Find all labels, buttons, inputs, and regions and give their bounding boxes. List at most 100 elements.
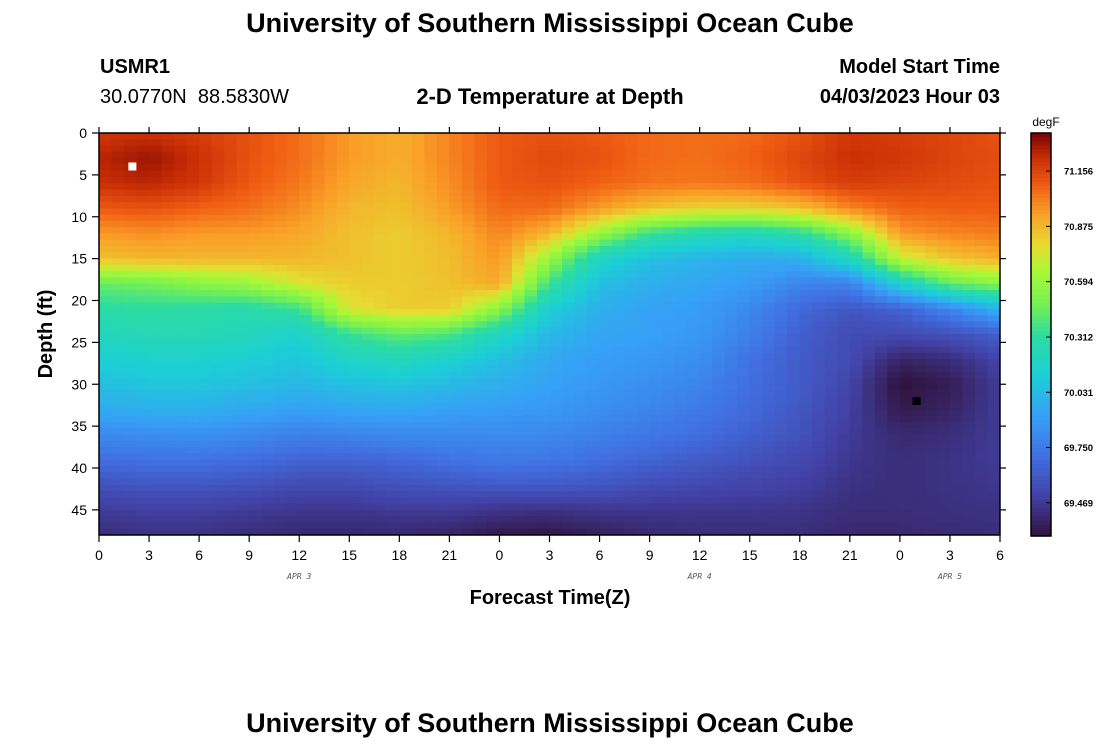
heatmap-cell [949, 390, 964, 398]
heatmap-cell [674, 472, 688, 480]
heatmap-cell [424, 509, 438, 517]
heatmap-cell [949, 509, 964, 517]
heatmap-cell [299, 151, 313, 159]
heatmap-cell [161, 302, 175, 310]
heatmap-cell [511, 359, 526, 367]
heatmap-cell [361, 340, 375, 348]
heatmap-cell [524, 321, 538, 329]
heatmap-cell [862, 315, 876, 323]
heatmap-cell [637, 271, 651, 279]
heatmap-cell [449, 459, 463, 467]
heatmap-cell [361, 453, 375, 461]
heatmap-cell [724, 509, 738, 517]
heatmap-cell [299, 371, 313, 379]
heatmap-cell [637, 447, 651, 454]
heatmap-cell [899, 233, 913, 241]
heatmap-cell [649, 246, 663, 253]
heatmap-cell [974, 233, 989, 241]
heatmap-cell [762, 509, 776, 517]
heatmap-cell [424, 503, 438, 511]
heatmap-cell [286, 346, 300, 354]
heatmap-cell [261, 390, 275, 398]
heatmap-cell [799, 283, 813, 291]
heatmap-cell [649, 258, 663, 266]
heatmap-cell [399, 208, 413, 216]
heatmap-cell [436, 365, 450, 373]
heatmap-cell [449, 509, 463, 517]
heatmap-cell [349, 296, 363, 304]
heatmap-cell [161, 509, 175, 517]
heatmap-cell [474, 214, 488, 222]
heatmap-cell [111, 434, 125, 442]
heatmap-cell [399, 315, 413, 323]
heatmap-cell [199, 447, 213, 454]
heatmap-cell [737, 258, 751, 266]
heatmap-cell [136, 214, 150, 222]
heatmap-cell [111, 478, 125, 486]
heatmap-cell [186, 239, 200, 247]
heatmap-cell [161, 296, 175, 304]
heatmap-cell [249, 296, 263, 304]
heatmap-cell [662, 509, 676, 517]
heatmap-cell [637, 440, 651, 448]
heatmap-cell [837, 447, 851, 454]
heatmap-cell [99, 472, 113, 480]
heatmap-cell [261, 227, 275, 235]
heatmap-cell [687, 352, 701, 360]
heatmap-cell [962, 321, 976, 329]
heatmap-cell [361, 321, 375, 329]
heatmap-cell [699, 170, 713, 178]
heatmap-cell [374, 365, 388, 373]
heatmap-cell [424, 214, 438, 222]
heatmap-cell [349, 434, 363, 442]
colorbar-segment [1031, 217, 1051, 223]
heatmap-cell [136, 189, 150, 197]
heatmap-cell [812, 170, 826, 178]
heatmap-cell [812, 365, 826, 373]
heatmap-cell [787, 478, 801, 486]
heatmap-cell [386, 189, 400, 197]
heatmap-cell [174, 296, 188, 304]
heatmap-cell [799, 390, 813, 398]
heatmap-cell [962, 384, 976, 392]
heatmap-cell [274, 315, 288, 323]
heatmap-cell [837, 302, 851, 310]
heatmap-cell [174, 145, 188, 153]
heatmap-cell [511, 447, 526, 454]
heatmap-cell [449, 359, 463, 367]
heatmap-cell [849, 252, 863, 260]
colorbar-segment [1031, 173, 1051, 178]
heatmap-cell [849, 390, 863, 398]
heatmap-cell [962, 371, 976, 379]
heatmap-cell [562, 239, 576, 247]
heatmap-cell [762, 258, 776, 266]
heatmap-cell [261, 189, 275, 197]
heatmap-cell [624, 315, 638, 323]
heatmap-cell [687, 308, 701, 316]
heatmap-cell [136, 434, 150, 442]
heatmap-cell [949, 415, 964, 423]
heatmap-cell [211, 384, 225, 392]
heatmap-cell [236, 258, 250, 266]
heatmap-cell [924, 183, 939, 191]
heatmap-cell [124, 459, 138, 467]
heatmap-cell [924, 176, 939, 184]
heatmap-cell [349, 340, 363, 348]
heatmap-cell [161, 277, 175, 285]
heatmap-cell [699, 497, 713, 505]
heatmap-cell [324, 359, 338, 367]
heatmap-cell [249, 384, 263, 392]
heatmap-cell [486, 214, 501, 222]
heatmap-cell [799, 465, 813, 473]
heatmap-cell [374, 403, 388, 410]
colorbar-segment [1031, 149, 1051, 154]
heatmap-cell [174, 377, 188, 385]
heatmap-cell [349, 447, 363, 454]
colorbar-segment [1031, 503, 1051, 509]
heatmap-cell [599, 516, 613, 524]
heatmap-cell [949, 170, 964, 178]
heatmap-cell [536, 158, 551, 166]
heatmap-cell [874, 503, 888, 511]
heatmap-cell [174, 484, 188, 492]
heatmap-cell [249, 334, 263, 341]
